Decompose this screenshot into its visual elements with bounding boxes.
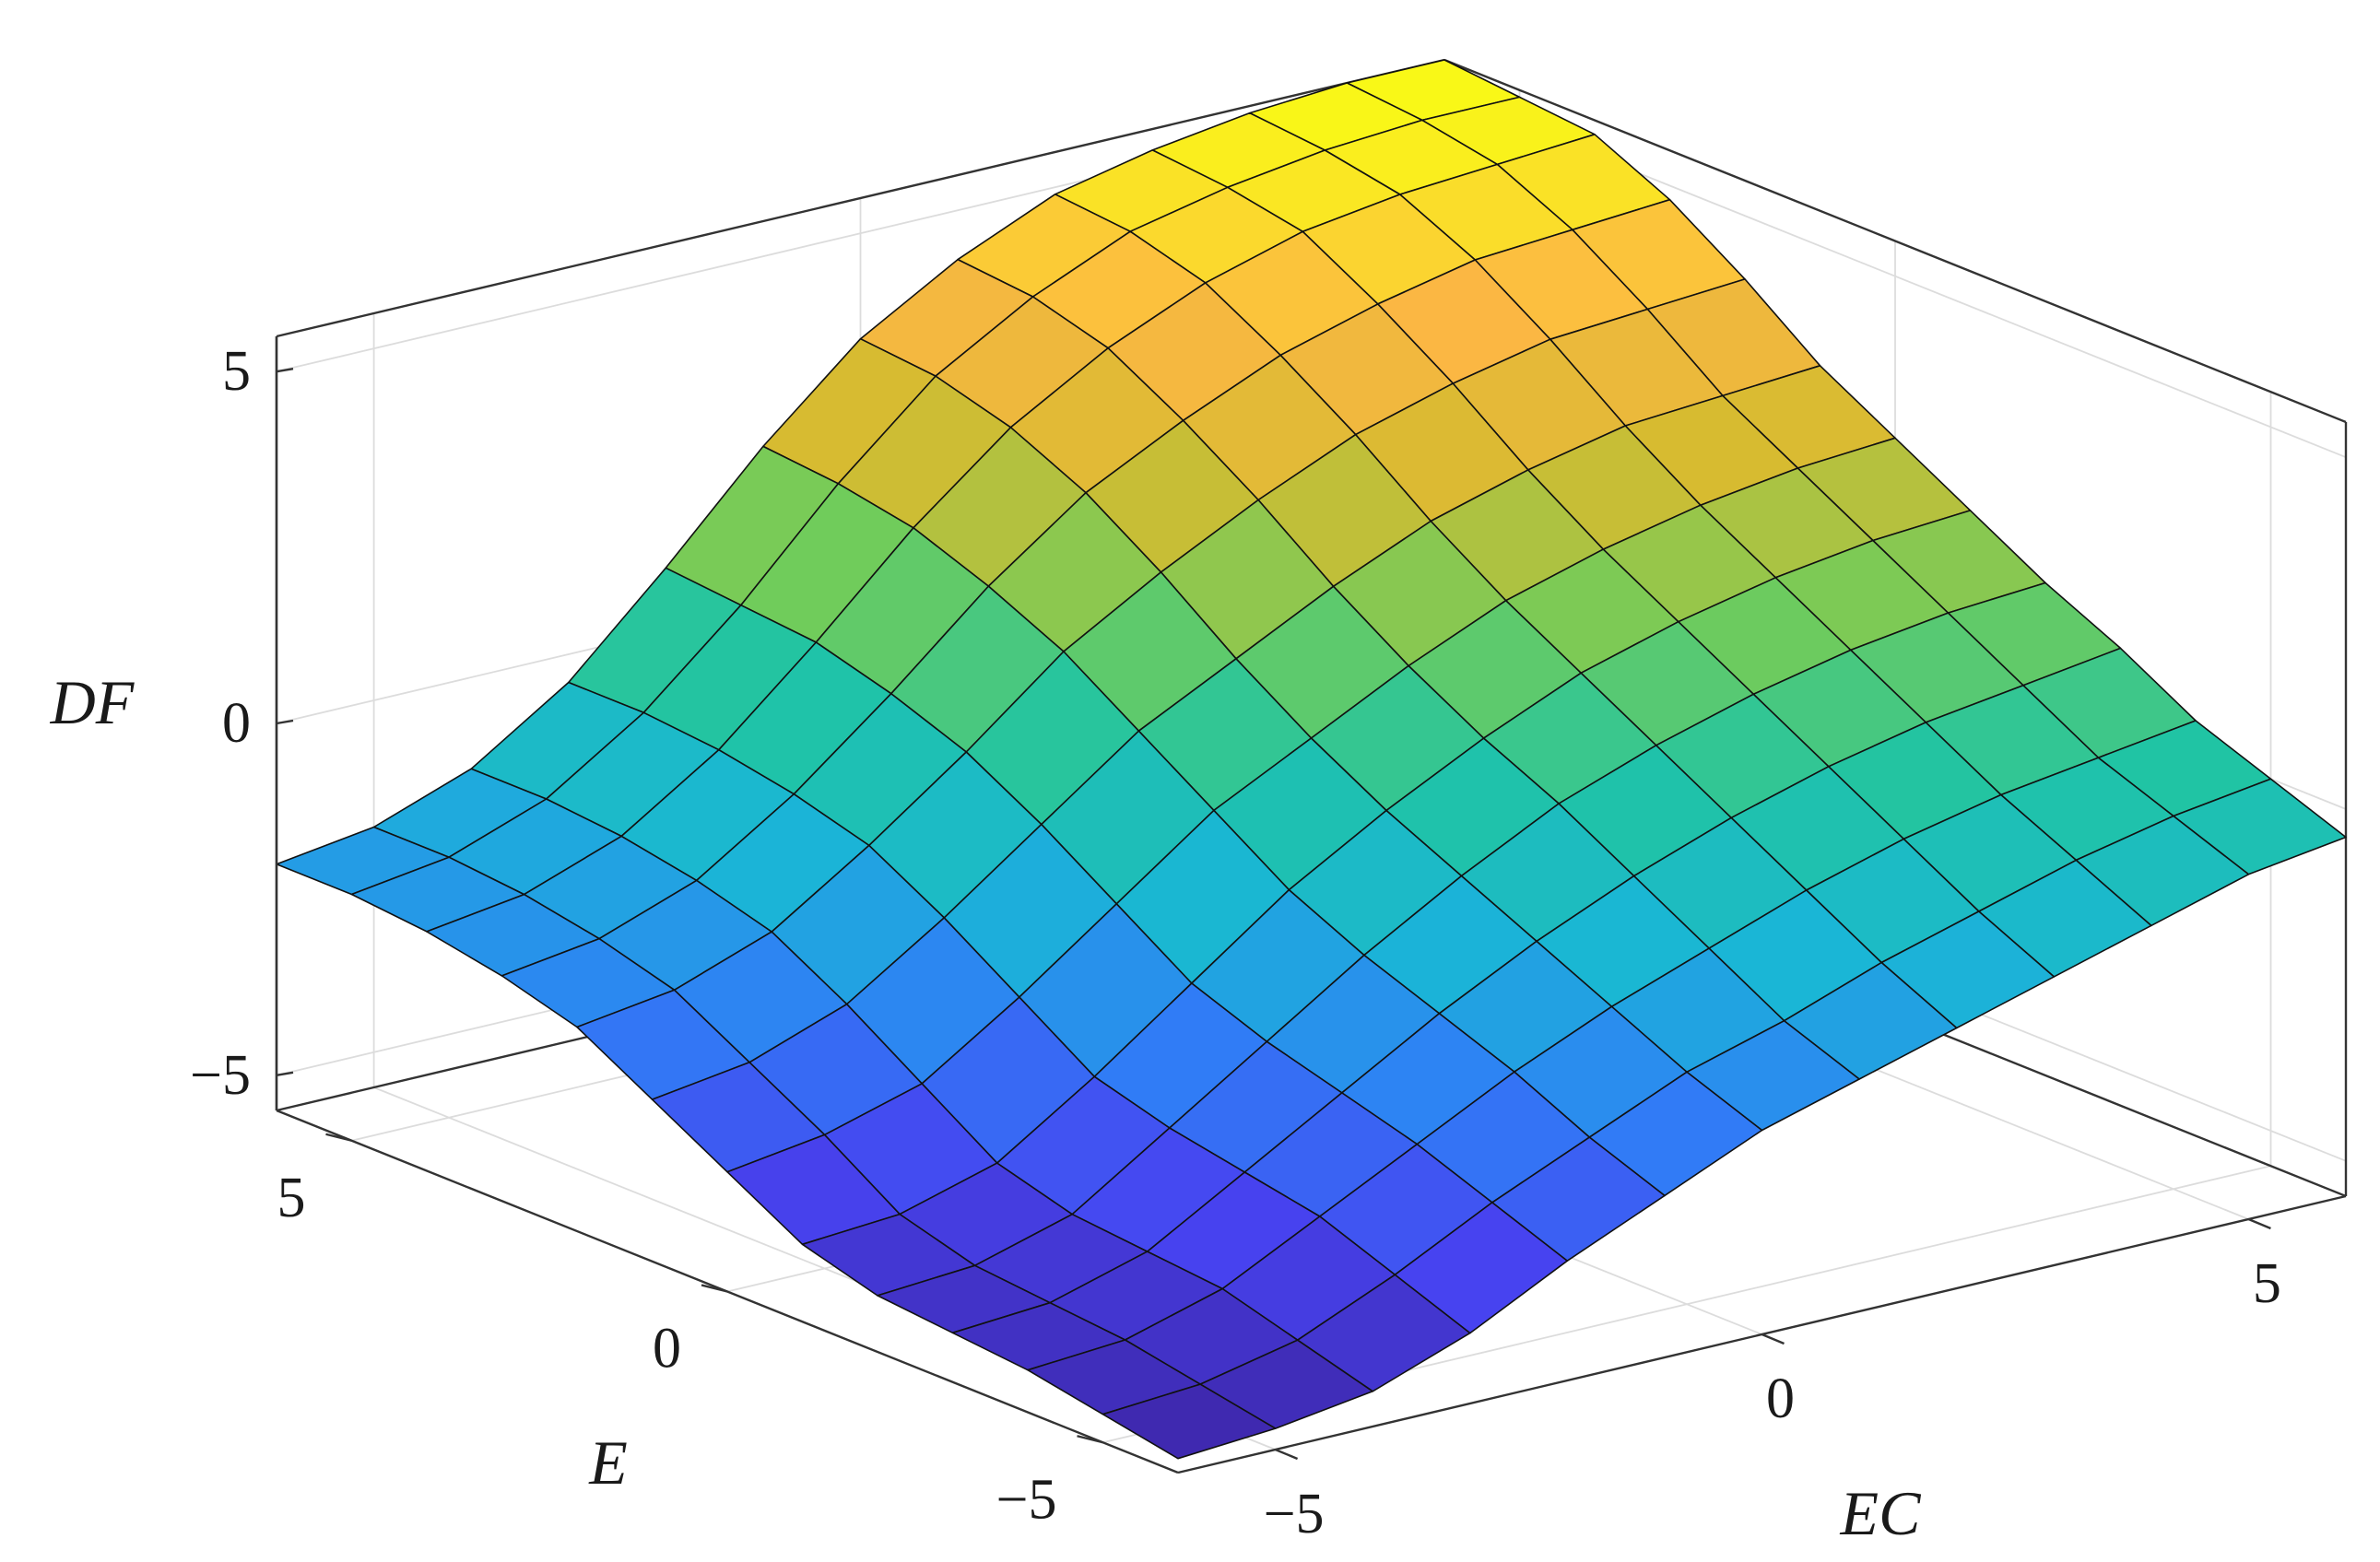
df-tick-mark — [276, 1071, 294, 1077]
axis-box-edge — [1443, 58, 2347, 424]
axis-box-edge — [276, 58, 1445, 338]
df-tick-mark — [276, 719, 294, 725]
df-tick-mark — [276, 367, 294, 373]
ec-tick-mark — [1275, 1448, 1299, 1461]
surface-patch — [1102, 1383, 1277, 1460]
e-tick-label: −5 — [996, 1468, 1057, 1531]
ec-tick-label: 5 — [2253, 1252, 2281, 1315]
e-tick-mark — [701, 1284, 728, 1293]
ec-tick-mark — [1761, 1333, 1785, 1345]
tick-layer: −5 0 5 −5 0 5 −5 0 5 — [190, 340, 2281, 1545]
ec-tick-mark — [2247, 1217, 2271, 1230]
y-axis-label: E — [588, 1427, 628, 1497]
ec-tick-label: 0 — [1766, 1368, 1795, 1430]
e-tick-label: 0 — [653, 1318, 681, 1380]
x-axis-label: EC — [1840, 1478, 1922, 1548]
e-tick-mark — [325, 1133, 352, 1142]
e-tick-mark — [1077, 1435, 1103, 1444]
z-axis-label: DF — [50, 667, 135, 737]
df-tick-label: −5 — [190, 1044, 251, 1107]
df-tick-label: 5 — [222, 340, 251, 403]
e-tick-label: 5 — [277, 1167, 306, 1229]
ec-tick-label: −5 — [1264, 1483, 1325, 1545]
df-tick-label: 0 — [222, 692, 251, 755]
surface-mesh — [276, 59, 2347, 1460]
